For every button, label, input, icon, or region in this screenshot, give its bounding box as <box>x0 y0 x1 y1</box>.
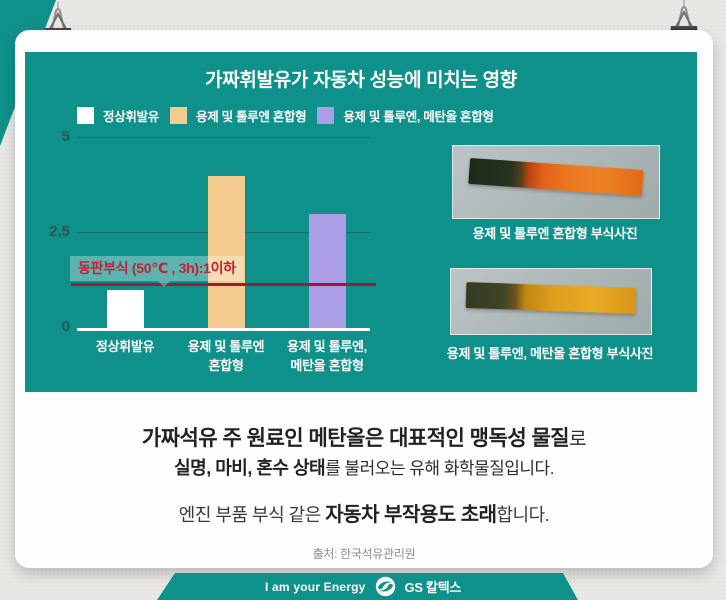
footer-slogan: I am your Energy <box>264 579 366 594</box>
photo-caption-1: 용제 및 톨루엔 혼합형 부식사진 <box>472 226 638 241</box>
legend-swatch-icon <box>170 107 188 124</box>
bar-chart-plot: 0 2,5 5 정상휘발유 용제 및 톨루엔 혼합형 용제 및 톨루엔, 메탄올 혼합형 <box>49 128 376 373</box>
legend-swatch-icon <box>317 107 335 124</box>
x-tick-label: 용제 및 톨루엔 혼합형 <box>187 339 265 373</box>
text-segment: 가짜석유 주 원료인 메탄올은 대표적인 맹독성 물질 <box>141 427 570 450</box>
corrosion-photo-2 <box>450 268 652 335</box>
legend-label: 정상휘발유 <box>103 110 160 124</box>
photo-caption-2: 용제 및 톨루엔, 메탄올 혼합형 부식사진 <box>446 346 654 361</box>
x-tick-label: 정상휘발유 <box>95 339 155 354</box>
bar-2 <box>308 214 346 328</box>
corrosion-photo-1 <box>452 145 660 219</box>
legend-label: 용제 및 톨루엔 혼합형 <box>196 110 307 124</box>
poster-card: 가짜휘발유가 자동차 성능에 미치는 영향 정상휘발유 용제 및 톨루엔 혼합형… <box>15 30 713 568</box>
reference-line <box>71 283 376 287</box>
footer-ribbon: I am your Energy GS 칼텍스 <box>157 573 578 600</box>
x-tick-label: 용제 및 톨루엔, 메탄올 혼합형 <box>287 339 367 373</box>
y-tick-label: 5 <box>61 128 70 145</box>
text-segment: 합니다. <box>496 505 550 525</box>
text-segment: 를 불러오는 유해 화학물질입니다. <box>325 459 554 478</box>
chart-legend: 정상휘발유 용제 및 톨루엔 혼합형 용제 및 톨루엔, 메탄올 혼합형 <box>77 106 494 125</box>
text-segment: 자동차 부작용도 초래 <box>325 504 497 526</box>
body-line-1: 가짜석유 주 원료인 메탄올은 대표적인 맹독성 물질로 <box>15 422 713 452</box>
gridline <box>77 137 370 138</box>
copper-strip-1 <box>468 157 644 197</box>
chart-panel: 가짜휘발유가 자동차 성능에 미치는 영향 정상휘발유 용제 및 톨루엔 혼합형… <box>25 52 697 392</box>
legend-item: 용제 및 톨루엔 혼합형 <box>170 106 307 125</box>
legend-item: 정상휘발유 <box>77 106 159 125</box>
gs-caltex-logo-icon <box>375 576 395 597</box>
y-tick-label: 2,5 <box>49 223 70 240</box>
panel-title: 가짜휘발유가 자동차 성능에 미치는 영향 <box>205 70 517 91</box>
legend-swatch-icon <box>77 107 94 124</box>
text-segment: 로 <box>569 429 587 450</box>
bar-1 <box>207 176 245 328</box>
bar-0 <box>106 290 144 328</box>
legend-item: 용제 및 톨루엔, 메탄올 혼합형 <box>317 106 494 125</box>
body-line-3: 엔진 부품 부식 같은 자동차 부작용도 초래합니다. <box>15 498 713 527</box>
y-tick-label: 0 <box>61 318 70 335</box>
source-text: 출처: 한국석유관리원 <box>312 547 416 561</box>
body-line-2: 실명, 마비, 혼수 상태를 불러오는 유해 화학물질입니다. <box>15 454 713 480</box>
reference-annotation: 동판부식 (50℃ , 3h):1이하 <box>70 256 244 287</box>
text-segment: 실명, 마비, 혼수 상태 <box>174 458 326 478</box>
copper-strip-2 <box>465 282 637 314</box>
legend-label: 용제 및 톨루엔, 메탄올 혼합형 <box>343 110 494 124</box>
text-segment: 엔진 부품 부식 같은 <box>178 505 326 525</box>
footer-brand: GS 칼텍스 <box>404 580 462 595</box>
